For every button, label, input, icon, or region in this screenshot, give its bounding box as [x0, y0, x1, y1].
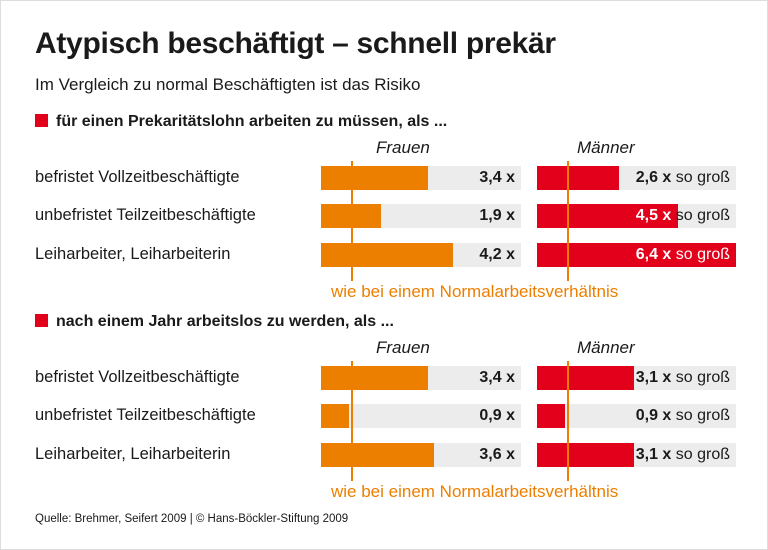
value-label: 2,6 x so groß: [636, 166, 730, 190]
value-label: 3,4 x: [479, 366, 515, 390]
value-label: 6,4 x so groß: [636, 243, 730, 267]
value-number: 3,6 x: [479, 446, 515, 463]
chart-subtitle: Im Vergleich zu normal Beschäftigten ist…: [35, 75, 421, 94]
value-label: 3,1 x so groß: [636, 366, 730, 390]
bar-track: 2,6 x so groß: [537, 166, 736, 190]
value-label: 3,1 x so groß: [636, 443, 730, 467]
value-suffix: so groß: [671, 207, 730, 224]
bar-track: 1,9 x: [321, 204, 521, 228]
series-header-maenner: Männer: [577, 138, 635, 157]
category-label: Leiharbeiter, Leiharbeiterin: [35, 445, 231, 463]
value-label: 0,9 x so groß: [636, 404, 730, 428]
bar-track: 3,4 x: [321, 166, 521, 190]
reference-label: wie bei einem Normalarbeitsverhältnis: [331, 482, 619, 501]
value-suffix: so groß: [671, 169, 730, 186]
bar-maenner: [537, 366, 635, 390]
value-suffix: so groß: [671, 446, 730, 463]
value-number: 3,1 x: [635, 369, 672, 386]
value-suffix: so groß: [671, 407, 730, 424]
series-header-maenner: Männer: [577, 338, 635, 357]
bar-track: 4,2 x: [321, 243, 521, 267]
bar-maenner: [537, 443, 635, 467]
value-label: 3,6 x: [479, 443, 515, 467]
value-number: 6,4 x: [635, 246, 672, 263]
category-label: befristet Vollzeitbeschäftigte: [35, 368, 240, 386]
bar-frauen: [321, 366, 428, 390]
value-label: 3,4 x: [479, 166, 515, 190]
value-label: 1,9 x: [479, 204, 515, 228]
section-heading-text: nach einem Jahr arbeitslos zu werden, al…: [56, 313, 394, 330]
bar-track: 3,4 x: [321, 366, 521, 390]
value-label: 4,5 x so groß: [636, 204, 730, 228]
bar-frauen: [321, 404, 350, 428]
bar-track: 3,6 x: [321, 443, 521, 467]
value-number: 0,9 x: [479, 407, 515, 424]
section-heading-text: für einen Prekaritätslohn arbeiten zu mü…: [56, 113, 448, 130]
reference-line: [567, 361, 570, 481]
value-number: 3,1 x: [635, 446, 672, 463]
category-label: unbefristet Teilzeitbeschäftigte: [35, 206, 256, 224]
bar-maenner: [537, 404, 566, 428]
value-number: 4,5 x: [635, 207, 672, 224]
red-square-icon: [35, 114, 48, 127]
source-note: Quelle: Brehmer, Seifert 2009 | © Hans-B…: [35, 513, 349, 525]
bar-frauen: [321, 166, 428, 190]
value-label: 0,9 x: [479, 404, 515, 428]
section-heading: für einen Prekaritätslohn arbeiten zu mü…: [35, 113, 447, 131]
category-label: unbefristet Teilzeitbeschäftigte: [35, 406, 256, 424]
series-header-frauen: Frauen: [376, 138, 430, 157]
bar-maenner: [537, 243, 736, 267]
series-header-frauen: Frauen: [376, 338, 430, 357]
bar-maenner: [537, 166, 619, 190]
bar-frauen: [321, 443, 435, 467]
bar-track: 4,5 x so groß: [537, 204, 736, 228]
category-label: befristet Vollzeitbeschäftigte: [35, 168, 240, 186]
section-heading: nach einem Jahr arbeitslos zu werden, al…: [35, 313, 394, 331]
value-suffix: so groß: [671, 246, 730, 263]
bar-track: 3,1 x so groß: [537, 366, 736, 390]
value-number: 1,9 x: [479, 207, 515, 224]
value-number: 4,2 x: [479, 246, 515, 263]
red-square-icon: [35, 314, 48, 327]
reference-line: [567, 161, 570, 281]
bar-track: 6,4 x so groß: [537, 243, 736, 267]
value-number: 2,6 x: [635, 169, 672, 186]
bar-maenner: [537, 204, 679, 228]
bar-track: 0,9 x so groß: [537, 404, 736, 428]
value-label: 4,2 x: [479, 243, 515, 267]
category-label: Leiharbeiter, Leiharbeiterin: [35, 245, 231, 263]
reference-label: wie bei einem Normalarbeitsverhältnis: [331, 282, 619, 301]
value-number: 3,4 x: [479, 369, 515, 386]
bar-frauen: [321, 204, 381, 228]
reference-line: [351, 361, 354, 481]
bar-track: 0,9 x: [321, 404, 521, 428]
bar-frauen: [321, 243, 453, 267]
value-number: 3,4 x: [479, 169, 515, 186]
value-number: 0,9 x: [635, 407, 672, 424]
bar-track: 3,1 x so groß: [537, 443, 736, 467]
value-suffix: so groß: [671, 369, 730, 386]
reference-line: [351, 161, 354, 281]
chart-title: Atypisch beschäftigt – schnell prekär: [35, 27, 556, 60]
